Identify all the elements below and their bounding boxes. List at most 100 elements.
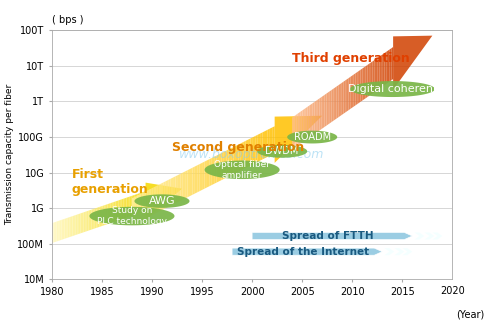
Polygon shape bbox=[333, 88, 335, 121]
Polygon shape bbox=[90, 207, 174, 225]
Polygon shape bbox=[101, 206, 103, 226]
Polygon shape bbox=[57, 221, 58, 241]
Polygon shape bbox=[99, 206, 101, 227]
Polygon shape bbox=[362, 67, 364, 100]
Polygon shape bbox=[342, 82, 343, 115]
Polygon shape bbox=[311, 103, 313, 136]
Polygon shape bbox=[133, 195, 134, 215]
Polygon shape bbox=[326, 92, 328, 126]
Polygon shape bbox=[224, 151, 226, 179]
Polygon shape bbox=[205, 161, 280, 179]
Polygon shape bbox=[61, 219, 63, 240]
Polygon shape bbox=[340, 83, 342, 116]
Polygon shape bbox=[384, 248, 394, 255]
Polygon shape bbox=[204, 161, 207, 189]
Polygon shape bbox=[134, 194, 190, 208]
Polygon shape bbox=[112, 202, 114, 223]
Polygon shape bbox=[388, 49, 390, 83]
Polygon shape bbox=[178, 174, 180, 202]
Polygon shape bbox=[171, 177, 173, 206]
Polygon shape bbox=[132, 197, 134, 225]
Polygon shape bbox=[385, 52, 386, 85]
Text: Spread of the Internet: Spread of the Internet bbox=[237, 247, 369, 257]
Polygon shape bbox=[106, 204, 107, 225]
Text: DWDM: DWDM bbox=[266, 146, 299, 156]
Polygon shape bbox=[125, 198, 126, 218]
Polygon shape bbox=[253, 136, 255, 164]
Polygon shape bbox=[393, 36, 432, 90]
Polygon shape bbox=[66, 218, 68, 238]
Polygon shape bbox=[104, 205, 106, 225]
Polygon shape bbox=[392, 47, 393, 80]
Polygon shape bbox=[402, 248, 413, 255]
Polygon shape bbox=[323, 95, 325, 128]
Polygon shape bbox=[270, 127, 272, 156]
Polygon shape bbox=[120, 199, 122, 220]
Text: (Year): (Year) bbox=[456, 309, 485, 319]
Polygon shape bbox=[316, 99, 318, 133]
Polygon shape bbox=[202, 162, 204, 190]
Polygon shape bbox=[295, 114, 297, 147]
Polygon shape bbox=[252, 232, 413, 240]
Polygon shape bbox=[119, 200, 120, 220]
Polygon shape bbox=[126, 197, 128, 218]
Polygon shape bbox=[313, 102, 315, 135]
Polygon shape bbox=[114, 202, 115, 222]
Polygon shape bbox=[287, 131, 337, 143]
Polygon shape bbox=[58, 220, 60, 241]
Polygon shape bbox=[366, 65, 368, 98]
Polygon shape bbox=[209, 158, 212, 186]
Polygon shape bbox=[90, 210, 92, 230]
Polygon shape bbox=[98, 207, 99, 228]
Polygon shape bbox=[383, 53, 385, 86]
Polygon shape bbox=[109, 203, 111, 224]
Polygon shape bbox=[330, 90, 332, 123]
Polygon shape bbox=[117, 201, 119, 221]
Polygon shape bbox=[154, 186, 156, 214]
Polygon shape bbox=[229, 148, 231, 176]
Polygon shape bbox=[122, 199, 123, 219]
Polygon shape bbox=[69, 217, 71, 237]
Polygon shape bbox=[149, 188, 151, 217]
Polygon shape bbox=[141, 192, 143, 213]
Polygon shape bbox=[350, 76, 352, 109]
Polygon shape bbox=[321, 96, 323, 129]
Polygon shape bbox=[226, 150, 229, 178]
Polygon shape bbox=[214, 156, 217, 184]
Polygon shape bbox=[138, 193, 139, 214]
Polygon shape bbox=[378, 57, 379, 90]
Polygon shape bbox=[175, 175, 178, 203]
Polygon shape bbox=[432, 232, 442, 240]
Polygon shape bbox=[258, 134, 260, 162]
Polygon shape bbox=[183, 171, 185, 200]
Polygon shape bbox=[325, 94, 326, 127]
Polygon shape bbox=[130, 196, 131, 216]
Polygon shape bbox=[75, 214, 77, 235]
Text: First
generation: First generation bbox=[72, 168, 148, 196]
Y-axis label: Transmission capacity per fiber: Transmission capacity per fiber bbox=[5, 84, 15, 226]
Polygon shape bbox=[345, 79, 347, 112]
Polygon shape bbox=[275, 116, 322, 163]
Polygon shape bbox=[144, 191, 146, 212]
Polygon shape bbox=[188, 169, 190, 197]
Polygon shape bbox=[88, 210, 90, 231]
Polygon shape bbox=[146, 183, 182, 220]
Polygon shape bbox=[238, 143, 241, 172]
Polygon shape bbox=[53, 222, 55, 242]
Polygon shape bbox=[103, 205, 104, 226]
Polygon shape bbox=[197, 164, 200, 192]
Polygon shape bbox=[268, 129, 270, 157]
Polygon shape bbox=[318, 98, 319, 132]
Polygon shape bbox=[371, 61, 372, 95]
Polygon shape bbox=[355, 72, 357, 105]
Polygon shape bbox=[299, 111, 301, 145]
Polygon shape bbox=[350, 81, 435, 97]
Polygon shape bbox=[265, 130, 268, 158]
Polygon shape bbox=[415, 232, 424, 240]
Polygon shape bbox=[136, 194, 138, 215]
Polygon shape bbox=[63, 219, 65, 239]
Polygon shape bbox=[352, 74, 354, 108]
Polygon shape bbox=[143, 192, 144, 212]
Polygon shape bbox=[156, 185, 159, 213]
Polygon shape bbox=[97, 207, 98, 228]
